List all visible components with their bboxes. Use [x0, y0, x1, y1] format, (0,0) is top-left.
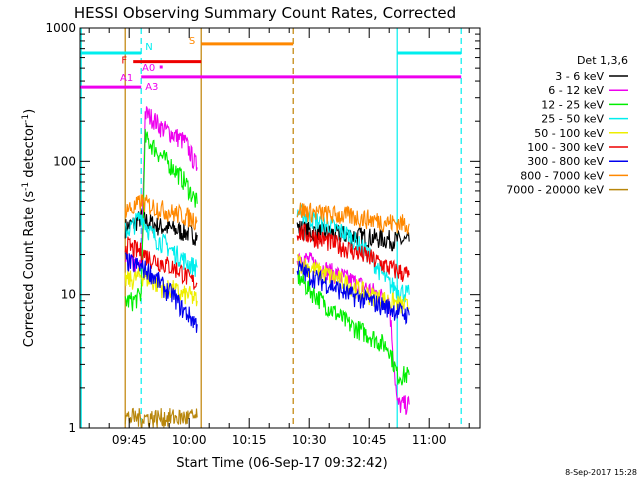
flag-label: A3: [145, 82, 158, 93]
series-line: [296, 252, 410, 415]
series-line: [296, 220, 410, 252]
legend-entry-label: 3 - 6 keV: [555, 70, 604, 83]
chart-title: HESSI Observing Summary Count Rates, Cor…: [74, 4, 456, 22]
series-line: [124, 407, 198, 428]
series-line: [124, 236, 198, 290]
x-tick-label: 09:45: [112, 433, 147, 447]
flag-label: N: [145, 42, 152, 53]
series-300-800kev: [124, 251, 410, 333]
plot-area: N S F A0 A1 A3: [80, 28, 462, 428]
y-axis-label-exponent: -1: [21, 182, 31, 191]
series-line: [296, 269, 410, 386]
flag-label: S: [189, 36, 195, 47]
y-axis-label-exponent: -1: [21, 114, 31, 123]
legend-entry-label: 50 - 100 keV: [534, 127, 604, 140]
series-line: [124, 194, 198, 231]
series-line: [296, 222, 410, 282]
series-line: [124, 267, 198, 307]
legend-entry-label: 300 - 800 keV: [527, 155, 604, 168]
y-tick-label: 100: [53, 154, 76, 168]
series-7000-20000kev: [124, 407, 198, 428]
series-line: [124, 211, 198, 277]
x-tick-label: 10:00: [172, 433, 207, 447]
legend-entry-label: 6 - 12 keV: [548, 84, 604, 97]
y-axis-label-part: Corrected Count Rate (s: [22, 191, 37, 348]
y-axis-label-part: ): [22, 109, 37, 114]
x-tick-label: 10:45: [352, 433, 387, 447]
y-tick-label: 1: [68, 421, 76, 435]
legend-entry-label: 100 - 300 keV: [527, 141, 604, 154]
y-tick-label: 10: [61, 288, 76, 302]
x-tick-label: 11:00: [412, 433, 447, 447]
legend-entry-label: 12 - 25 keV: [541, 98, 604, 111]
legend-title: Det 1,3,6: [577, 54, 628, 67]
series-12-25kev: [124, 128, 410, 386]
y-axis: 1 10 100 1000: [45, 21, 480, 435]
series-line: [296, 260, 410, 325]
legend-entry-label: 25 - 50 keV: [541, 113, 604, 126]
series-800-7000kev: [124, 194, 410, 236]
flag-dot: [159, 65, 163, 69]
series-100-300kev: [124, 222, 410, 290]
y-axis-label: Corrected Count Rate (s-1 detector-1): [21, 109, 37, 347]
x-axis-label: Start Time (06-Sep-17 09:32:42): [176, 456, 387, 471]
flag-label: F: [121, 56, 127, 67]
series-line: [124, 251, 198, 333]
series-line: [124, 128, 198, 312]
x-tick-label: 10:30: [292, 433, 327, 447]
series-line: [296, 203, 410, 303]
plot-frame: [79, 27, 481, 429]
legend-entry-label: 800 - 7000 keV: [520, 169, 604, 182]
series-25-50kev: [124, 203, 410, 303]
legend-entry-label: 7000 - 20000 keV: [506, 184, 604, 197]
flag-label: A1: [120, 73, 133, 84]
flag-label: A0: [142, 63, 155, 74]
x-axis: 09:45 10:00 10:15 10:30 10:45 11:00: [88, 28, 470, 447]
x-tick-label: 10:15: [232, 433, 267, 447]
y-tick-label: 1000: [45, 21, 76, 35]
y-axis-label-part: detector: [22, 122, 37, 182]
footer-date: 8-Sep-2017 15:28: [565, 468, 637, 477]
series-line: [296, 202, 410, 236]
